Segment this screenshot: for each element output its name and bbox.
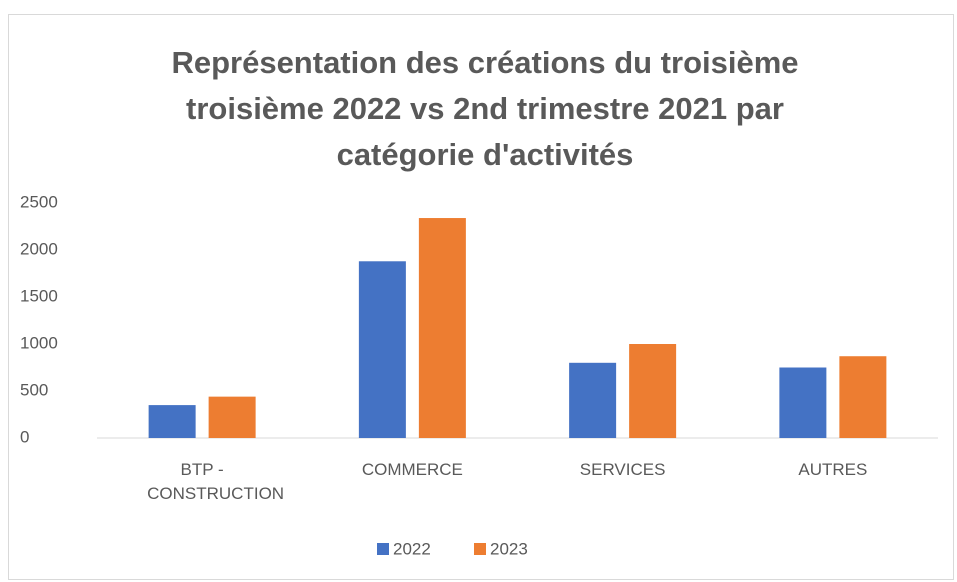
bar: [569, 362, 617, 438]
x-tick-label: BTP - CONSTRUCTION: [147, 460, 285, 503]
y-tick-label: 2500: [20, 192, 58, 211]
y-tick-label: 0: [20, 427, 29, 446]
legend-label: 2023: [490, 539, 528, 558]
bar: [839, 356, 887, 438]
bar: [629, 344, 677, 438]
x-tick-label: SERVICES: [579, 460, 666, 479]
x-tick-label: COMMERCE: [361, 460, 463, 479]
bar: [208, 396, 256, 438]
bar: [779, 367, 827, 438]
chart-title: Représentation des créations du troisièm…: [171, 45, 799, 172]
legend-swatch: [474, 543, 486, 555]
x-tick-label: AUTRES: [798, 460, 868, 479]
bar: [358, 261, 406, 438]
bar: [418, 218, 466, 438]
bar: [148, 405, 196, 438]
y-tick-label: 2000: [20, 239, 58, 258]
y-tick-label: 1000: [20, 333, 58, 352]
legend-label: 2022: [393, 539, 431, 558]
y-tick-label: 1500: [20, 286, 58, 305]
y-tick-label: 500: [20, 380, 48, 399]
legend-swatch: [377, 543, 389, 555]
chart-frame: [8, 14, 954, 580]
